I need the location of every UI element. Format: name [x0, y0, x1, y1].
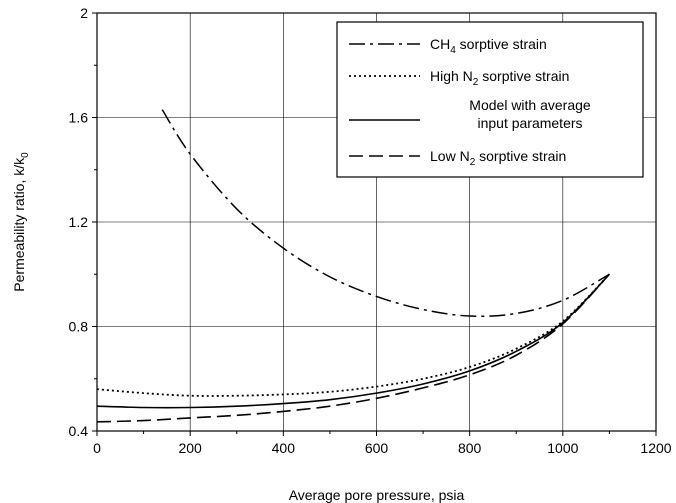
x-tick-label: 1200: [640, 440, 671, 456]
x-axis-title: Average pore pressure, psia: [289, 487, 465, 503]
y-axis-title-subscript: 0: [20, 152, 31, 158]
x-tick-label: 400: [272, 440, 296, 456]
legend-entry-ch4-sub: 4: [450, 45, 456, 56]
x-tick-label: 0: [93, 440, 101, 456]
x-tick-label: 200: [178, 440, 202, 456]
series-line-3: [96, 273, 611, 423]
y-tick-label: 0.8: [69, 319, 89, 335]
legend-entry-low-n2: Low N2 sorptive strain: [430, 148, 566, 168]
legend-entry-model-line1: Model with average: [469, 97, 591, 113]
legend-entry-ch4-pre: CH: [430, 36, 450, 52]
legend: CH4 sorptive strain High N2 sorptive str…: [336, 21, 644, 178]
legend-entry-high-n2-sub: 2: [473, 77, 479, 88]
legend-entry-ch4-post: sorptive strain: [456, 36, 547, 52]
tick-labels: 0 200 400 600 800 1000 1200 0.4 0.8 1.2 1.6 2: [69, 5, 672, 456]
legend-entry-high-n2-pre: High N: [430, 68, 473, 84]
y-axis-title-main: Permeability ratio, k/k: [11, 157, 27, 292]
y-tick-label: 1.2: [69, 214, 89, 230]
legend-entry-high-n2-post: sorptive strain: [478, 68, 569, 84]
series-line-2: [96, 273, 610, 409]
legend-entry-high-n2: High N2 sorptive strain: [430, 68, 569, 88]
legend-entry-low-n2-pre: Low N: [430, 148, 470, 164]
series-layer: [96, 109, 611, 423]
x-tick-label: 1000: [547, 440, 578, 456]
y-tick-label: 0.4: [69, 423, 89, 439]
x-tick-label: 800: [458, 440, 482, 456]
series-line-0: [161, 109, 610, 318]
legend-entry-low-n2-post: sorptive strain: [475, 148, 566, 164]
legend-entry-model-line2: input parameters: [477, 115, 582, 131]
legend-entry-ch4: CH4 sorptive strain: [430, 36, 547, 56]
legend-entry-low-n2-sub: 2: [470, 157, 476, 168]
y-tick-label: 1.6: [69, 110, 89, 126]
legend-box: [336, 21, 644, 178]
x-tick-label: 600: [365, 440, 389, 456]
y-axis-title: Permeability ratio, k/k0: [11, 152, 31, 292]
y-tick-label: 2: [80, 5, 88, 21]
series-line-1: [96, 273, 611, 397]
